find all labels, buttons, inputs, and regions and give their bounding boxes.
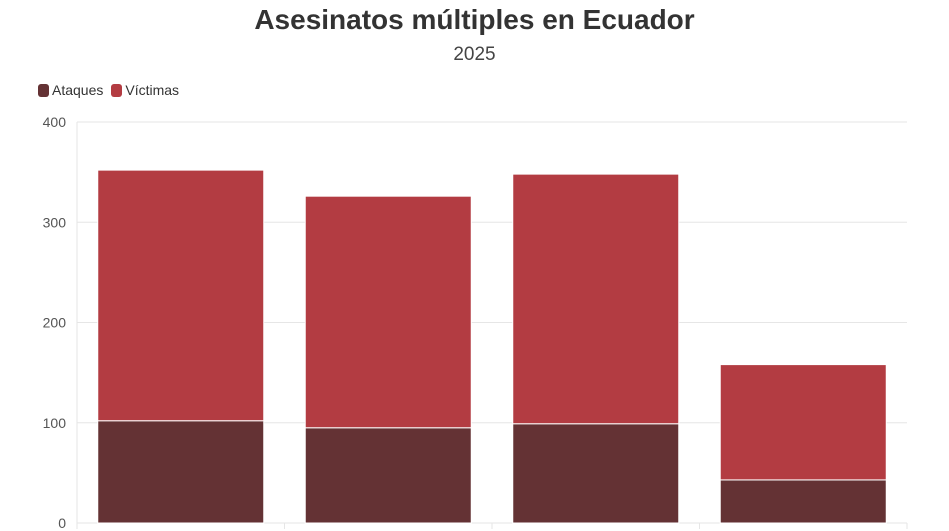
y-tick-label-300: 300 xyxy=(43,214,67,230)
bar-victimas-2 xyxy=(512,173,680,425)
legend-item-ataques[interactable]: Ataques xyxy=(38,82,103,98)
bar-ataques-3 xyxy=(719,479,887,524)
y-tick-label-100: 100 xyxy=(43,415,67,431)
y-tick-label-200: 200 xyxy=(43,315,67,331)
y-tick-label-400: 400 xyxy=(43,114,67,130)
chart-subtitle: 2025 xyxy=(453,44,496,65)
legend-label-ataques: Ataques xyxy=(52,82,104,98)
bar-victimas-1 xyxy=(304,195,472,429)
legend: Ataques Víctimas xyxy=(38,82,187,98)
bar-ataques-2 xyxy=(512,423,680,524)
legend-item-victimas[interactable]: Víctimas xyxy=(111,82,179,98)
legend-label-victimas: Víctimas xyxy=(125,82,180,98)
bar-victimas-3 xyxy=(719,364,887,481)
legend-swatch-ataques xyxy=(38,83,49,97)
bar-ataques-1 xyxy=(304,427,472,524)
bar-victimas-0 xyxy=(97,169,265,422)
bar-ataques-0 xyxy=(97,420,265,524)
chart-title: Asesinatos múltiples en Ecuador xyxy=(254,4,695,35)
legend-swatch-victimas xyxy=(111,83,123,97)
y-tick-label-0: 0 xyxy=(58,515,66,531)
